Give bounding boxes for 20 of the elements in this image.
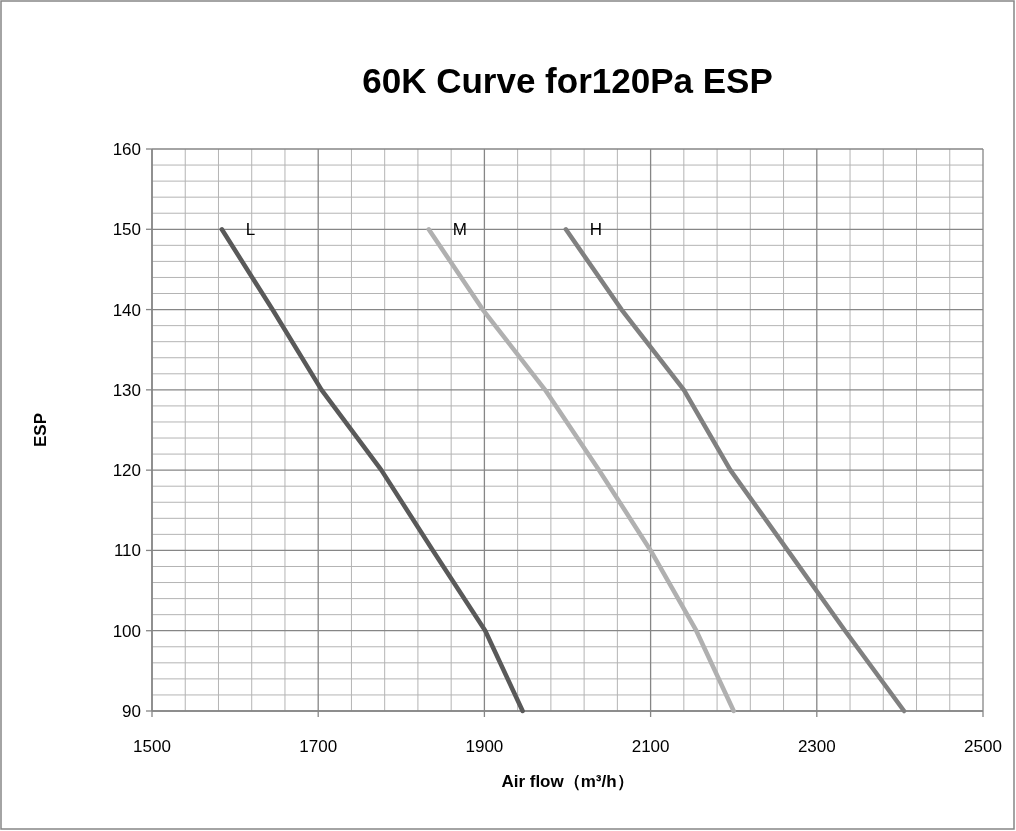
- x-tick-label: 1900: [465, 737, 504, 756]
- series-label: M: [452, 220, 467, 240]
- y-axis-title: ESP: [31, 412, 50, 448]
- series-label: H: [589, 220, 603, 240]
- y-tick-label: 160: [112, 140, 141, 159]
- x-tick-label: 2100: [631, 737, 670, 756]
- chart-title: 60K Curve for120Pa ESP: [362, 61, 773, 100]
- y-tick-label: 120: [112, 461, 141, 481]
- x-tick-label: 2300: [797, 737, 836, 756]
- y-tick-label: 150: [112, 220, 141, 240]
- x-tick-label: 1500: [133, 737, 171, 756]
- y-tick-label: 130: [112, 380, 141, 400]
- series-label: L: [245, 220, 256, 240]
- y-tick-label: 90: [122, 702, 141, 721]
- y-tick-label: 100: [112, 621, 141, 641]
- x-axis-title: Air flow（m³/h）: [501, 772, 634, 791]
- x-tick-label: 1700: [299, 737, 338, 756]
- x-tick-label: 2500: [964, 737, 1002, 756]
- y-tick-label: 140: [112, 300, 141, 320]
- y-tick-label: 110: [113, 541, 141, 561]
